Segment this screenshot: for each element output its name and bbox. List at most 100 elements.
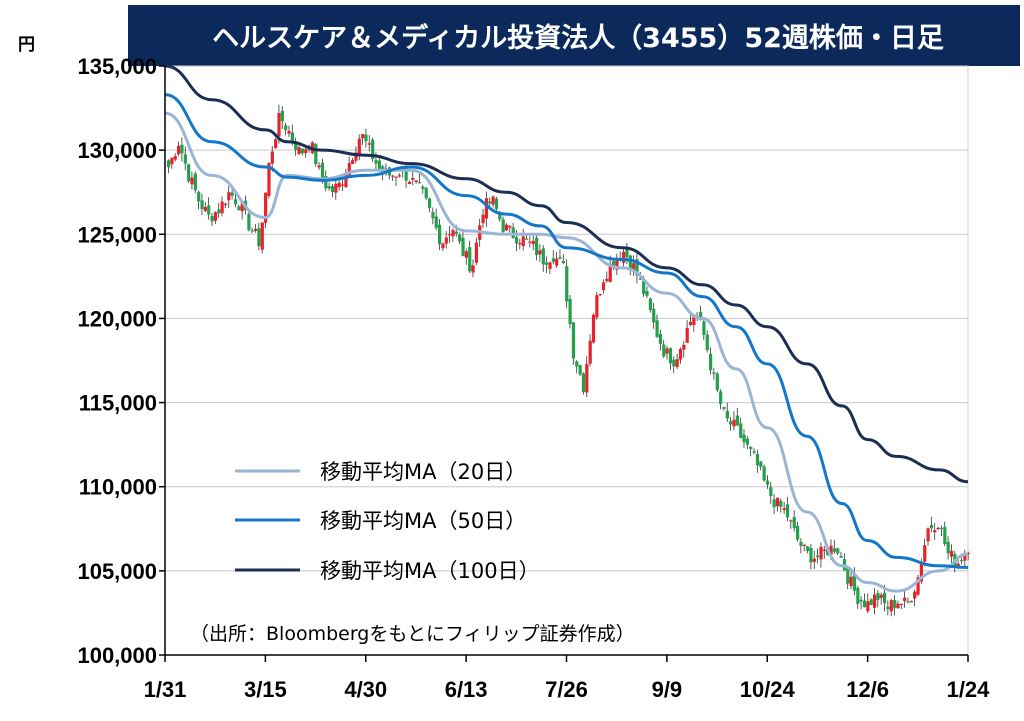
candle-body — [581, 373, 586, 392]
candle-body — [963, 552, 967, 561]
candle-body — [347, 163, 351, 176]
candle-body — [514, 237, 519, 244]
ma100-line — [164, 64, 969, 484]
candle-body — [866, 601, 870, 612]
candle-body — [327, 186, 331, 189]
candle-body — [909, 601, 913, 603]
candle-body — [501, 219, 505, 233]
y-unit-label: 円 — [18, 35, 35, 55]
candle-body — [745, 438, 750, 445]
candle-body — [187, 164, 191, 182]
candle-body — [451, 229, 455, 237]
candle-body — [692, 314, 696, 326]
ma20-line — [164, 111, 969, 593]
candle-body — [806, 546, 810, 552]
candle-body — [752, 451, 756, 453]
candle-body — [193, 173, 197, 191]
candle-body — [662, 344, 666, 357]
candle-body — [257, 228, 261, 247]
candle-body — [799, 541, 803, 547]
y-tick-label: 135,000 — [77, 54, 157, 79]
candle-body — [233, 199, 238, 205]
candle-body — [852, 574, 857, 591]
candle-body — [605, 278, 609, 282]
candle-body — [869, 599, 873, 606]
candle-body — [735, 415, 739, 426]
candle-body — [571, 322, 576, 359]
candle-body — [170, 157, 174, 165]
candle-body — [494, 198, 499, 210]
candle-body — [434, 216, 438, 228]
candle-body — [926, 528, 930, 542]
x-tick-label: 12/6 — [846, 677, 889, 702]
candle-body — [404, 166, 408, 181]
candle-body — [464, 251, 468, 258]
moving-average-lines — [164, 64, 969, 593]
candle-body — [190, 177, 194, 185]
candle-body — [210, 215, 214, 222]
candle-body — [240, 203, 244, 212]
candle-body — [474, 242, 479, 263]
candle-body — [357, 138, 361, 157]
candle-body — [782, 508, 786, 511]
candle-body — [712, 372, 716, 374]
candle-body — [531, 240, 535, 245]
candle-body — [541, 248, 545, 265]
candle-body — [688, 321, 693, 326]
candle-body — [722, 406, 726, 409]
candle-body — [270, 151, 274, 164]
candle-body — [237, 206, 241, 211]
chart-title: ヘルスケア＆メディカル投資法人（3455）52週株価・日足 — [212, 22, 944, 54]
candle-body — [468, 247, 472, 272]
candle-body — [568, 298, 572, 325]
candle-body — [565, 266, 569, 302]
x-tick-label: 10/24 — [740, 677, 796, 702]
candle-body — [796, 525, 800, 540]
candle-body — [304, 149, 308, 154]
candle-body — [759, 461, 763, 467]
candle-body — [461, 237, 465, 257]
candle-body — [421, 186, 425, 189]
candle-body — [933, 530, 937, 533]
candle-body — [849, 576, 853, 587]
candle-body — [601, 282, 606, 291]
candle-body — [939, 527, 944, 529]
candle-body — [471, 265, 475, 273]
candle-body — [883, 592, 887, 604]
candle-body — [725, 410, 729, 419]
candle-body — [314, 143, 318, 164]
candle-body — [645, 291, 649, 296]
candle-body — [200, 200, 204, 210]
candle-body — [277, 113, 281, 137]
candle-body — [548, 262, 552, 269]
candle-body — [264, 192, 268, 223]
candle-body — [949, 550, 954, 557]
candle-body — [324, 175, 328, 189]
candle-body — [511, 227, 515, 239]
candle-body — [678, 348, 683, 360]
candle-body — [792, 517, 796, 529]
candle-body — [598, 293, 602, 296]
candle-body — [682, 344, 686, 350]
candle-body — [819, 546, 823, 560]
candle-body — [923, 545, 927, 562]
candle-body — [762, 466, 766, 481]
candle-body — [635, 259, 639, 276]
candle-body — [227, 192, 231, 201]
candle-body — [872, 594, 877, 608]
ma50-line — [164, 93, 969, 569]
candle-body — [859, 599, 863, 602]
legend-label-ma100: 移動平均MA（100日） — [320, 559, 540, 583]
candle-body — [488, 201, 492, 204]
candle-body — [290, 132, 294, 141]
candle-body — [719, 391, 723, 404]
candle-body — [284, 125, 288, 131]
candle-body — [585, 363, 589, 393]
candle-body — [521, 236, 525, 247]
candle-body — [608, 263, 612, 282]
candle-body — [444, 237, 448, 244]
candle-body — [250, 230, 254, 232]
candle-body — [484, 198, 489, 219]
candle-body — [943, 526, 947, 545]
candle-body — [253, 228, 258, 231]
